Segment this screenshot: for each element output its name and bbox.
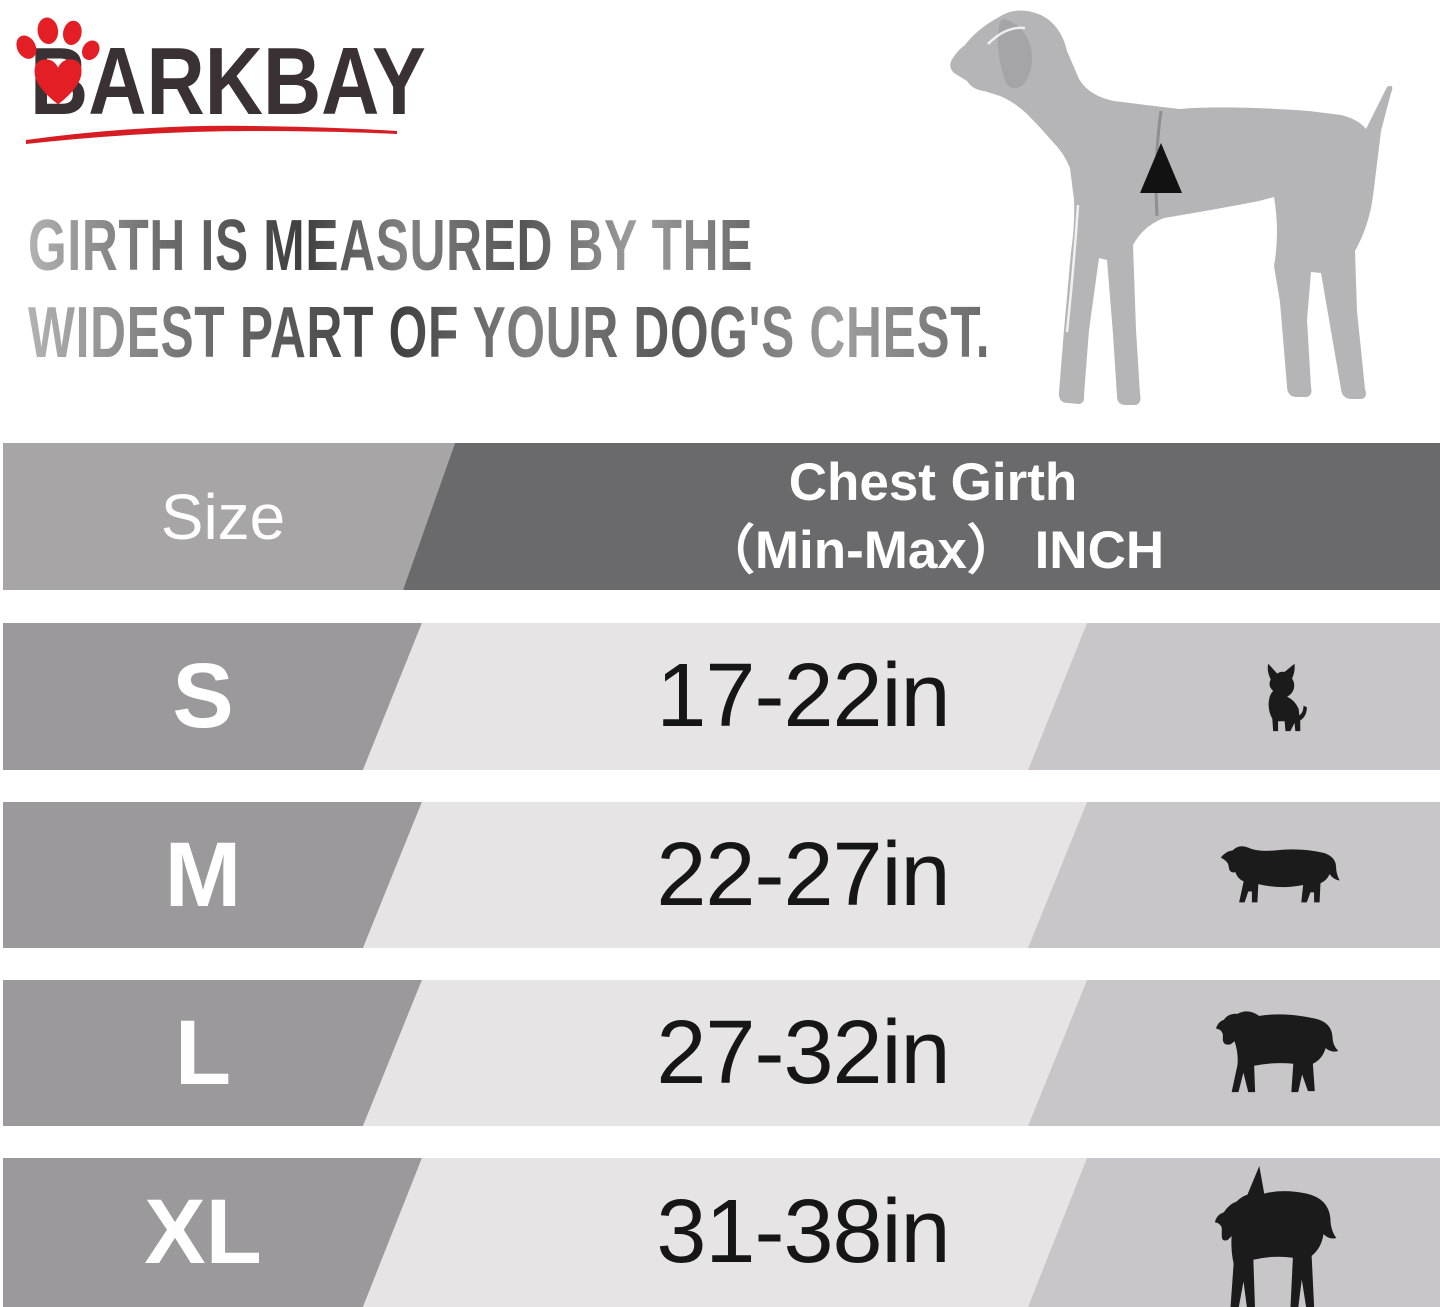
table-header-row: Size Chest Girth （Min-Max） INCH	[3, 443, 1440, 590]
headline-line-2: WIDEST PART OF YOUR DOG'S CHEST.	[28, 293, 991, 373]
girth-header-cell-bg	[403, 443, 1440, 590]
icon-cell-bg	[1028, 802, 1440, 948]
size-row-xl: XL 31-38in	[3, 1158, 1440, 1307]
size-cell-bg	[3, 1158, 422, 1307]
size-row-m: M 22-27in	[3, 802, 1440, 948]
size-label-s: S	[172, 645, 234, 747]
girth-cell-bg	[363, 980, 1087, 1126]
girth-marker-triangle	[1140, 143, 1182, 193]
logo-underline-swoosh	[26, 125, 397, 144]
girth-cell-bg	[363, 802, 1087, 948]
girth-cell-bg	[363, 623, 1087, 770]
dog-girth-diagram	[950, 10, 1393, 405]
girth-column-header: Chest Girth （Min-Max） INCH	[563, 443, 1303, 590]
highlight-line-head	[987, 26, 1026, 45]
size-cell-bg	[3, 980, 422, 1126]
dog-silhouette	[950, 10, 1393, 405]
girth-value-l: 27-32in	[656, 1002, 950, 1103]
icon-cell-bg	[1028, 980, 1440, 1126]
icon-cell-bg	[1028, 623, 1440, 770]
girth-value-xl: 31-38in	[656, 1182, 950, 1282]
paw-icon	[16, 17, 100, 105]
size-cell-bg	[3, 623, 422, 770]
girth-value-m: 22-27in	[656, 824, 950, 925]
chihuahua-icon	[1168, 623, 1398, 770]
girth-header-line2: （Min-Max） INCH	[701, 520, 1165, 580]
girth-cell-bg	[363, 1158, 1087, 1307]
size-cell-bg	[3, 802, 422, 948]
dog-ear	[997, 19, 1032, 89]
size-label-xl: XL	[144, 1181, 262, 1283]
great-dane-icon	[1168, 1158, 1398, 1307]
labrador-icon	[1168, 980, 1398, 1126]
girth-header-line1: Chest Girth	[788, 452, 1078, 512]
girth-value-s: 17-22in	[656, 646, 950, 746]
size-row-l: L 27-32in	[3, 980, 1440, 1126]
size-column-header: Size	[160, 480, 286, 553]
size-row-s: S 17-22in	[3, 623, 1440, 770]
highlight-line-leg	[1065, 204, 1080, 333]
dachshund-icon	[1168, 802, 1398, 948]
headline-line-1: GIRTH IS MEASURED BY THE	[28, 206, 754, 286]
brand-logo: BARKBAY	[0, 0, 430, 160]
size-header-cell-bg	[3, 443, 455, 590]
size-label-l: L	[174, 1001, 232, 1104]
size-label-m: M	[164, 823, 242, 926]
